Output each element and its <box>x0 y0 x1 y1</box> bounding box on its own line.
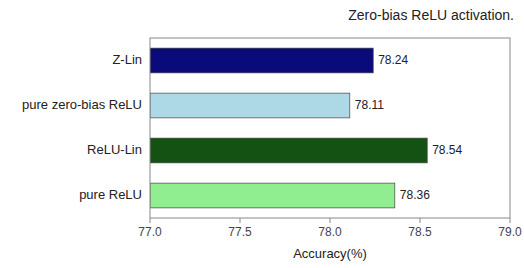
category-label: pure zero-bias ReLU <box>22 97 142 112</box>
tick-mark <box>240 218 241 223</box>
chart-container: Zero-bias ReLU activation. 78.24 78.11 78.5… <box>0 0 524 268</box>
category-label: pure ReLU <box>79 187 142 202</box>
data-label: 78.11 <box>355 98 384 112</box>
chart-svg: Zero-bias ReLU activation. 78.24 78.11 78.5… <box>0 0 524 268</box>
tick-mark <box>150 218 151 223</box>
title: Zero-bias ReLU activation. <box>348 7 514 23</box>
bar <box>150 138 427 163</box>
bars <box>150 48 427 208</box>
tick-mark <box>420 218 421 223</box>
data-label: 78.24 <box>378 53 408 67</box>
plot-frame <box>150 38 510 218</box>
data-label: 78.54 <box>432 143 462 157</box>
tick-mark <box>510 218 511 223</box>
tick-label: 78.0 <box>318 225 342 239</box>
tick-label: 78.5 <box>408 225 432 239</box>
bar <box>150 93 350 118</box>
bar <box>150 183 395 208</box>
tick-label: 77.0 <box>138 225 162 239</box>
tick-label: 77.5 <box>228 225 252 239</box>
x-axis-label: Accuracy(%) <box>293 246 367 261</box>
bar <box>150 48 373 73</box>
data-label: 78.36 <box>400 188 430 202</box>
tick-label: 79.0 <box>498 225 522 239</box>
category-label: Z-Lin <box>112 52 142 67</box>
category-label: ReLU-Lin <box>87 142 142 157</box>
tick-mark <box>330 218 331 223</box>
